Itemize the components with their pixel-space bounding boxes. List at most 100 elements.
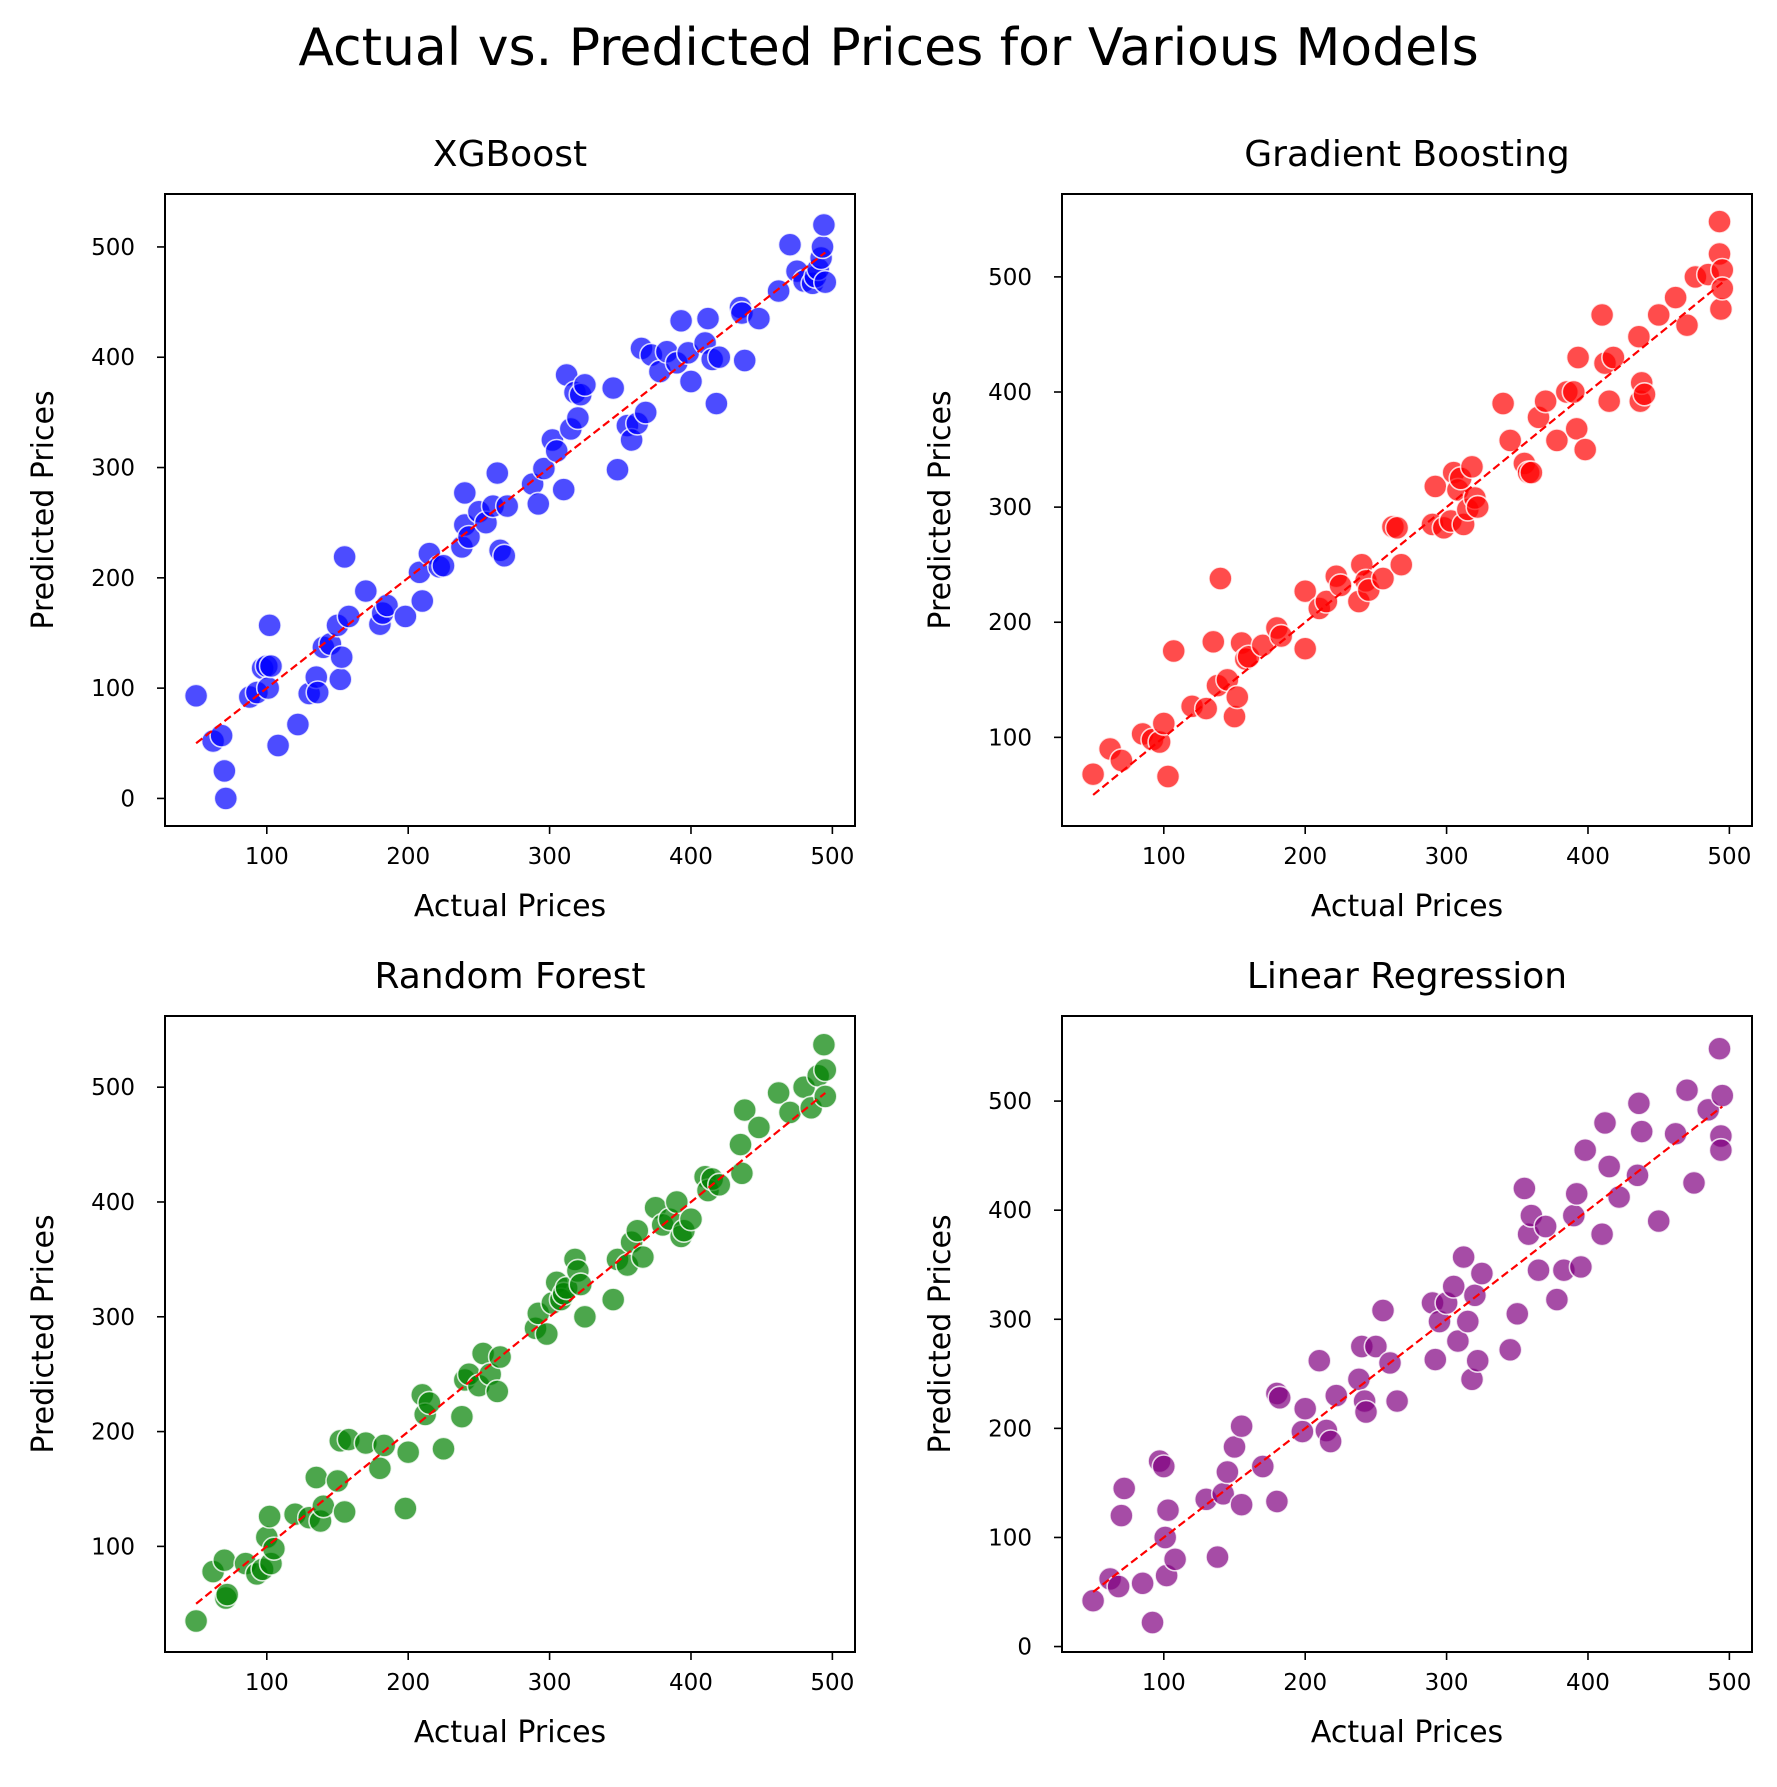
x-tick-label: 100 xyxy=(245,1670,289,1696)
data-point xyxy=(305,680,331,705)
y-tick-label: 500 xyxy=(988,265,1032,291)
data-point xyxy=(1708,1137,1734,1163)
y-tick-label: 400 xyxy=(91,345,135,371)
data-point xyxy=(1544,428,1570,453)
data-point xyxy=(544,438,570,464)
reference-line xyxy=(195,1092,827,1605)
data-point xyxy=(1423,1347,1448,1372)
y-axis-label: Predicted Prices xyxy=(923,390,958,629)
x-tick-label: 400 xyxy=(669,1670,713,1696)
data-point xyxy=(431,553,456,579)
reference-line xyxy=(195,251,826,745)
data-point xyxy=(1292,636,1318,662)
data-point xyxy=(1151,1454,1177,1479)
reference-line xyxy=(1092,281,1724,796)
data-point xyxy=(1572,437,1598,462)
x-tick-label: 200 xyxy=(1283,844,1327,870)
data-point xyxy=(265,733,291,758)
data-point xyxy=(706,344,732,370)
data-point xyxy=(605,457,630,483)
data-point xyxy=(678,369,704,394)
x-tick-label: 300 xyxy=(528,844,572,870)
data-point xyxy=(1710,1083,1735,1108)
x-tick-label: 500 xyxy=(810,844,854,870)
data-point xyxy=(1215,1459,1240,1485)
data-point xyxy=(565,405,591,431)
data-point xyxy=(525,491,551,517)
data-point xyxy=(1708,296,1734,322)
data-point xyxy=(1564,416,1589,442)
data-point xyxy=(491,543,517,569)
data-point xyxy=(1606,1184,1632,1210)
data-point xyxy=(1324,1383,1349,1408)
data-point xyxy=(1290,1419,1315,1444)
data-point xyxy=(1592,1110,1618,1136)
y-tick-label: 300 xyxy=(91,456,135,482)
data-point xyxy=(1201,629,1226,655)
data-point xyxy=(1526,1257,1551,1283)
data-point xyxy=(212,758,237,784)
data-point xyxy=(1505,1301,1530,1327)
data-point xyxy=(393,1496,418,1521)
data-point xyxy=(777,1100,803,1125)
reference-line xyxy=(1092,1105,1723,1593)
data-point xyxy=(1109,1503,1134,1528)
data-point xyxy=(1626,324,1652,350)
data-point xyxy=(1080,1588,1106,1613)
data-point xyxy=(1229,1492,1254,1517)
scatter-points xyxy=(1080,1036,1735,1635)
y-tick-label: 100 xyxy=(91,676,135,702)
data-point xyxy=(327,666,353,692)
data-point xyxy=(1318,1429,1343,1454)
data-point xyxy=(1161,638,1186,664)
data-point xyxy=(1544,1287,1570,1312)
y-tick-label: 400 xyxy=(988,380,1032,406)
data-point xyxy=(1710,276,1735,301)
data-point xyxy=(572,372,598,398)
figure-title: Actual vs. Predicted Prices for Various … xyxy=(298,18,1479,78)
data-point xyxy=(183,683,209,709)
data-point xyxy=(1328,573,1353,598)
data-point xyxy=(456,524,482,550)
y-tick-label: 500 xyxy=(91,1075,135,1101)
data-point xyxy=(1162,1547,1188,1572)
data-point xyxy=(766,1080,791,1106)
data-point xyxy=(258,653,284,679)
x-tick-label: 500 xyxy=(1707,1670,1751,1696)
data-point xyxy=(1353,1399,1379,1425)
data-point xyxy=(1389,552,1414,578)
x-tick-label: 200 xyxy=(386,844,430,870)
y-axis-label: Predicted Prices xyxy=(26,1214,61,1453)
data-point xyxy=(1490,391,1516,416)
data-point xyxy=(1229,1413,1254,1439)
data-point xyxy=(257,612,282,638)
data-point xyxy=(1512,1176,1537,1201)
data-point xyxy=(668,308,694,334)
y-tick-label: 100 xyxy=(988,725,1032,751)
data-point xyxy=(1208,566,1233,591)
data-point xyxy=(812,1057,838,1083)
data-point xyxy=(1384,1388,1410,1414)
data-point xyxy=(395,1439,421,1465)
data-point xyxy=(1589,302,1615,328)
data-point xyxy=(1561,379,1587,405)
scatter-points xyxy=(183,212,838,811)
y-axis-label: Predicted Prices xyxy=(26,390,61,629)
data-point xyxy=(1465,1348,1490,1373)
data-point xyxy=(728,1132,753,1157)
data-point xyxy=(431,1436,456,1462)
data-point xyxy=(393,604,418,629)
scatter-points xyxy=(183,1032,838,1634)
data-point xyxy=(1205,1544,1230,1570)
data-point xyxy=(1568,1254,1594,1280)
data-point xyxy=(1626,1091,1652,1116)
data-point xyxy=(1565,345,1591,370)
data-point xyxy=(209,723,234,748)
subplot-3: Linear Regression 100 200 300 400 500 0 100 200 3… xyxy=(923,956,1753,1750)
data-point xyxy=(811,212,837,238)
subplot-2: Random Forest 100 200 300 400 500 100 200 300 400… xyxy=(26,956,856,1750)
data-point xyxy=(214,1582,240,1607)
data-point xyxy=(1222,1434,1247,1460)
